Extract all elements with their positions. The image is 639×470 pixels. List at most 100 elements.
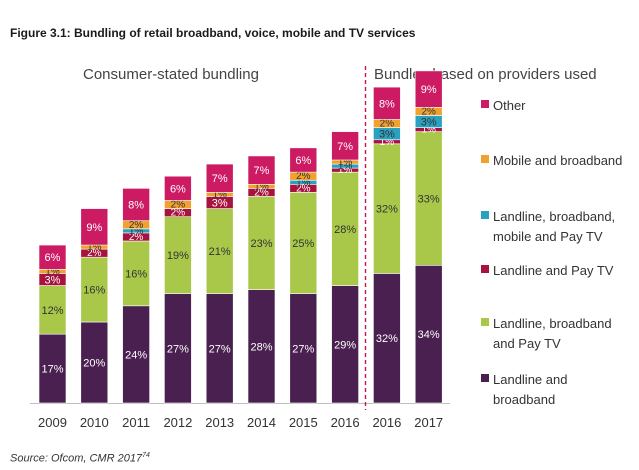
data-label-landline_paytv: 2%: [171, 208, 186, 219]
data-label-other: 7%: [212, 173, 228, 185]
source-footnote: 74: [142, 452, 150, 459]
data-label-landline_paytv: 3%: [212, 198, 228, 210]
data-label-landline_broadband_paytv: 16%: [125, 268, 147, 280]
data-label-landline_broadband_mobile_paytv: 3%: [421, 117, 437, 129]
bar-segment-other: [164, 175, 192, 201]
data-label-landline_broadband: 17%: [41, 364, 63, 376]
data-label-landline_broadband_paytv: 32%: [376, 204, 398, 216]
legend-swatch: [481, 374, 489, 382]
data-label-landline_broadband_paytv: 12%: [41, 305, 63, 317]
bar-segment-landline_broadband: [164, 293, 192, 404]
data-label-landline_broadband_mobile_paytv: 1%: [338, 161, 353, 172]
bar-segment-landline_broadband: [80, 321, 109, 404]
data-label-landline_broadband_paytv: 19%: [167, 250, 189, 262]
data-label-landline_broadband: 27%: [167, 343, 189, 355]
data-label-landline_paytv: 3%: [45, 274, 61, 286]
data-label-landline_broadband: 34%: [418, 329, 440, 341]
bar-segment-other: [414, 70, 443, 108]
legend-label: Landline, broadband and Pay TV: [493, 316, 612, 351]
data-label-landline_broadband: 24%: [125, 349, 147, 361]
legend-item-landline_paytv: Landline and Pay TV: [481, 261, 633, 281]
data-label-landline_paytv: 2%: [129, 232, 144, 243]
data-label-landline_paytv: 2%: [254, 187, 269, 198]
group-label-consumer-stated: Consumer-stated bundling: [83, 66, 259, 83]
data-label-other: 8%: [128, 200, 144, 212]
bar-segment-landline_broadband: [247, 289, 276, 404]
data-label-landline_broadband_mobile_paytv: 1%: [129, 226, 144, 237]
data-label-landline_paytv: 1%: [338, 165, 353, 176]
bar-segment-other: [373, 86, 401, 120]
x-tick-label: 2011: [122, 415, 150, 430]
x-tick-label: 2010: [80, 415, 109, 430]
bar-segment-landline_broadband: [205, 293, 234, 404]
data-label-mobile_broadband: 2%: [171, 200, 186, 211]
legend-item-landline_broadband_paytv: Landline, broadband and Pay TV: [481, 314, 633, 354]
x-tick-label: 2012: [163, 415, 192, 430]
data-label-mobile_broadband: 1%: [338, 157, 353, 168]
data-label-other: 6%: [45, 252, 61, 264]
data-label-other: 9%: [421, 84, 437, 96]
bar-segment-landline_broadband_paytv: [205, 208, 234, 294]
bar-segment-other: [38, 244, 67, 270]
data-label-landline_broadband_paytv: 16%: [83, 285, 105, 297]
bar-segment-other: [205, 163, 234, 193]
bar-segment-landline_broadband: [373, 273, 401, 404]
bar-segment-landline_broadband: [414, 264, 443, 404]
legend-label: Landline and Pay TV: [493, 263, 614, 278]
data-label-landline_broadband: 27%: [209, 343, 231, 355]
bar-segment-landline_broadband_paytv: [80, 256, 109, 323]
data-label-other: 9%: [86, 222, 102, 234]
bar-segment-landline_broadband_paytv: [122, 240, 150, 307]
data-label-landline_broadband_paytv: 25%: [292, 238, 314, 250]
x-tick-label: 2014: [247, 415, 276, 430]
x-tick-label: 2013: [205, 415, 234, 430]
legend-swatch: [481, 100, 489, 108]
legend-swatch: [481, 211, 489, 219]
legend-swatch: [481, 318, 489, 326]
data-label-mobile_broadband: 1%: [212, 189, 227, 200]
data-label-landline_broadband: 27%: [292, 343, 314, 355]
data-label-landline_broadband_paytv: 28%: [334, 224, 356, 236]
bar-segment-landline_broadband_paytv: [373, 143, 401, 274]
x-tick-label: 2016: [372, 415, 401, 430]
figure-title: Figure 3.1: Bundling of retail broadband…: [10, 26, 416, 40]
data-label-mobile_broadband: 1%: [45, 266, 60, 277]
bar-segment-landline_broadband: [289, 293, 318, 404]
bar-segment-other: [289, 147, 318, 173]
legend-label: Landline and broadband: [493, 372, 568, 407]
bar-segment-other: [80, 208, 109, 246]
bar-segment-other: [122, 188, 150, 222]
data-label-landline_broadband: 29%: [334, 339, 356, 351]
bar-segment-landline_broadband: [331, 285, 359, 404]
bar-segment-landline_broadband_paytv: [247, 196, 276, 290]
bar-segment-landline_broadband: [122, 305, 150, 404]
data-label-other: 7%: [337, 141, 353, 153]
data-label-landline_broadband_paytv: 23%: [250, 238, 272, 250]
x-tick-label: 2009: [38, 415, 67, 430]
legend-item-other: Other: [481, 96, 633, 116]
data-label-other: 6%: [170, 183, 186, 195]
data-label-mobile_broadband: 2%: [421, 106, 436, 117]
data-label-landline_paytv: 2%: [296, 183, 311, 194]
bar-segment-landline_broadband_paytv: [164, 216, 192, 294]
legend-item-mobile_broadband: Mobile and broadband: [481, 151, 633, 171]
x-tick-label: 2017: [414, 415, 443, 430]
data-label-landline_broadband: 28%: [250, 341, 272, 353]
legend-label: Mobile and broadband: [493, 153, 623, 168]
bar-segment-landline_broadband_paytv: [414, 131, 443, 266]
legend-item-landline_broadband: Landline and broadband: [481, 370, 633, 410]
data-label-mobile_broadband: 2%: [296, 171, 311, 182]
bar-segment-landline_broadband_paytv: [38, 285, 67, 335]
x-tick-label: 2015: [289, 415, 318, 430]
bar-segment-other: [331, 131, 359, 161]
bar-segment-landline_broadband: [38, 333, 67, 404]
x-tick-label: 2016: [331, 415, 360, 430]
data-label-landline_broadband_mobile_paytv: 3%: [379, 129, 395, 141]
data-label-landline_paytv: 1%: [421, 125, 436, 136]
source-text: Source: Ofcom, CMR 2017: [10, 452, 143, 465]
data-label-other: 8%: [379, 98, 395, 110]
bar-segment-other: [247, 155, 276, 185]
legend-label: Other: [493, 98, 526, 113]
legend-item-landline_broadband_mobile_paytv: Landline, broadband, mobile and Pay TV: [481, 207, 633, 247]
